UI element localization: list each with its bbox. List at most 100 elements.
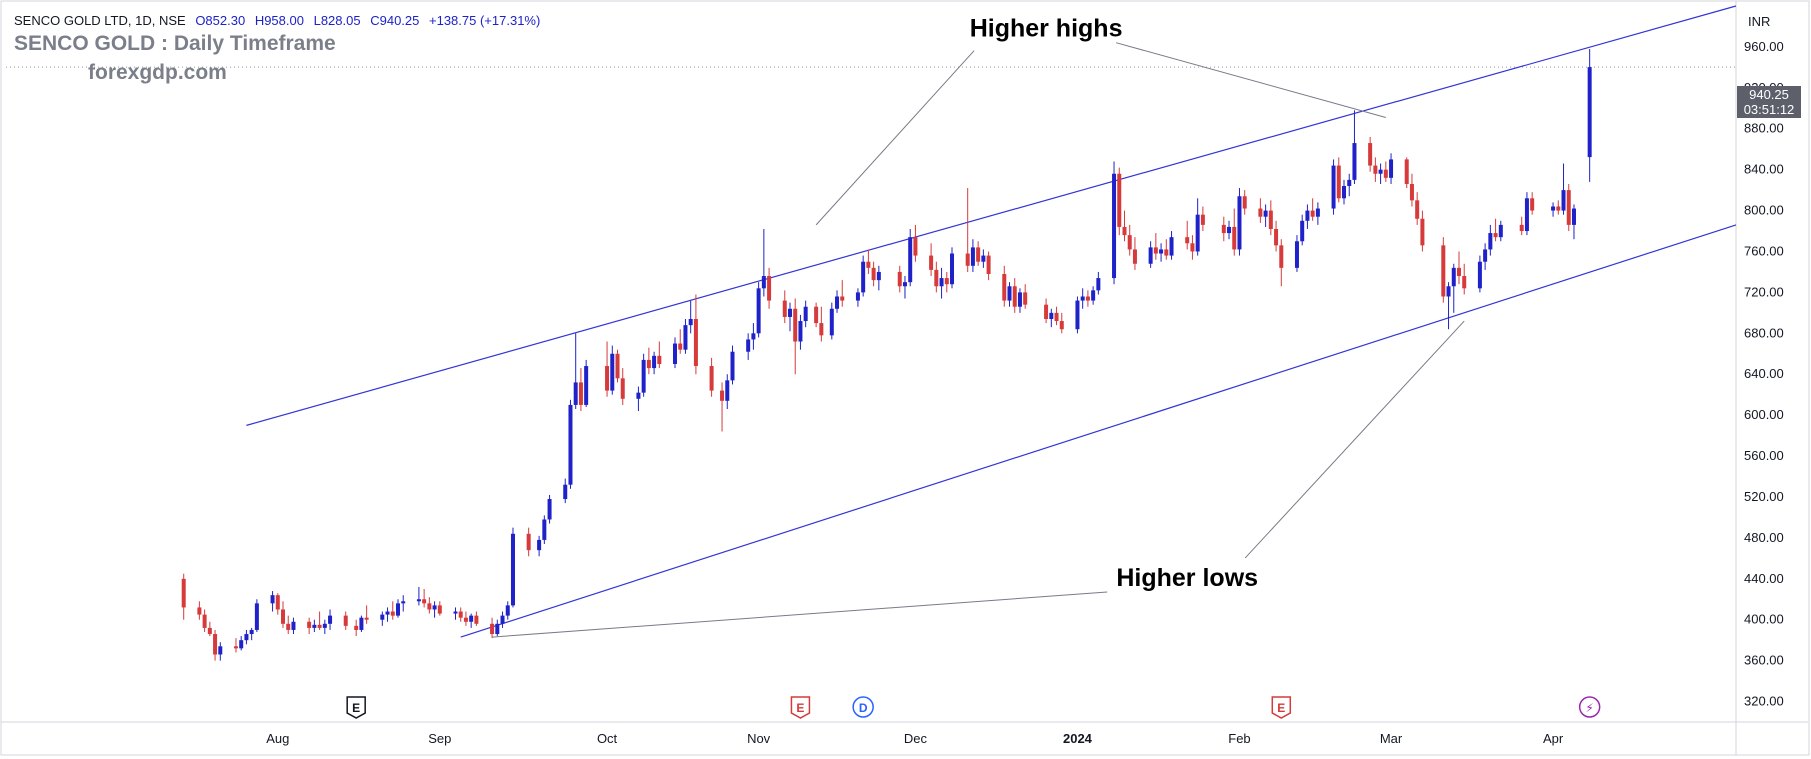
trendline-layer <box>246 5 1737 638</box>
candle <box>1342 179 1347 205</box>
candle <box>1498 220 1503 242</box>
last-price-tag: 940.25 03:51:12 <box>1737 86 1801 118</box>
x-tick-label: Oct <box>597 731 618 746</box>
candle-body <box>1373 165 1378 174</box>
candle <box>1389 153 1394 184</box>
candle-body <box>866 261 871 268</box>
candle-body <box>422 599 427 604</box>
candle <box>1352 110 1357 184</box>
candle <box>1127 224 1132 256</box>
earnings-marker <box>790 696 811 719</box>
candle <box>902 276 907 299</box>
candle <box>929 243 934 277</box>
candle-body <box>1587 67 1592 158</box>
candle-body <box>380 614 385 620</box>
candle <box>986 251 991 281</box>
x-tick-label: Nov <box>747 731 771 746</box>
x-tick-label: Dec <box>904 731 928 746</box>
candle <box>861 255 866 297</box>
bar-countdown: 03:51:12 <box>1743 102 1795 117</box>
candle <box>782 290 787 324</box>
candle-body <box>1017 292 1022 307</box>
candle-body <box>1059 321 1064 330</box>
currency-label[interactable]: INR <box>1748 14 1771 29</box>
candle-body <box>751 333 756 340</box>
candle-body <box>390 611 395 616</box>
candle <box>1556 200 1561 215</box>
candle <box>1347 173 1352 197</box>
candle <box>1462 263 1467 295</box>
candle-body <box>861 261 866 293</box>
event-marker: D <box>852 696 874 718</box>
y-tick-label: 320.00 <box>1744 694 1784 709</box>
y-tick-label: 760.00 <box>1744 243 1784 258</box>
candle <box>636 386 641 412</box>
candle-body <box>1195 214 1200 252</box>
candle-body <box>829 308 834 336</box>
candle-body <box>281 609 286 624</box>
candle-body <box>1310 210 1315 217</box>
candle-body <box>1096 278 1101 291</box>
candle <box>605 341 610 397</box>
candle <box>939 267 944 299</box>
candle <box>1002 265 1007 307</box>
candle <box>965 188 970 272</box>
candle-body <box>244 634 249 641</box>
candle-body <box>1091 290 1096 301</box>
y-tick-label: 480.00 <box>1744 530 1784 545</box>
candle-body <box>798 321 803 342</box>
event-label: E <box>1277 701 1285 715</box>
candle <box>1221 216 1226 242</box>
candle-body <box>1002 273 1007 301</box>
candle <box>950 247 955 289</box>
candle <box>944 271 949 293</box>
candle <box>814 302 819 328</box>
candle-body <box>474 615 479 624</box>
candle <box>787 302 792 332</box>
candle <box>1561 163 1566 215</box>
candle-body <box>328 615 333 624</box>
candle-body <box>986 255 991 274</box>
candle-body <box>1498 224 1503 238</box>
candle <box>343 611 348 630</box>
candle <box>1415 192 1420 225</box>
candle <box>500 611 505 628</box>
x-tick-label: Sep <box>428 731 451 746</box>
candle <box>688 300 693 334</box>
candle-body <box>1305 210 1310 221</box>
candle-body <box>652 355 657 369</box>
candle <box>1190 235 1195 260</box>
candle <box>876 265 881 291</box>
candle <box>693 294 698 375</box>
candle-body <box>573 382 578 405</box>
candle-body <box>615 353 620 379</box>
candle-body <box>1012 286 1017 307</box>
candle <box>1159 243 1164 262</box>
ohlc-legend: SENCO GOLD LTD, 1D, NSE O852.30 H958.00 … <box>14 13 546 28</box>
candle-body <box>1524 198 1529 232</box>
trendline <box>460 224 1737 638</box>
candle-body <box>364 617 369 620</box>
candle <box>756 282 761 338</box>
candle <box>1300 214 1305 246</box>
candle-body <box>693 318 698 367</box>
candle <box>254 599 259 632</box>
candle-body <box>1488 233 1493 250</box>
candle-body <box>307 621 312 628</box>
candle-body <box>1169 237 1174 256</box>
annotation-pointer <box>815 50 975 226</box>
candle <box>317 611 322 630</box>
candle <box>573 333 578 410</box>
candle <box>1169 231 1174 260</box>
candle-body <box>965 253 970 266</box>
candle <box>829 302 834 340</box>
candle-body <box>490 623 495 635</box>
candle-body <box>1566 190 1571 225</box>
candle <box>474 611 479 626</box>
candle <box>312 619 317 632</box>
candle-body <box>976 247 981 262</box>
candle <box>453 607 458 620</box>
candle-body <box>359 617 364 630</box>
candle <box>568 399 573 489</box>
